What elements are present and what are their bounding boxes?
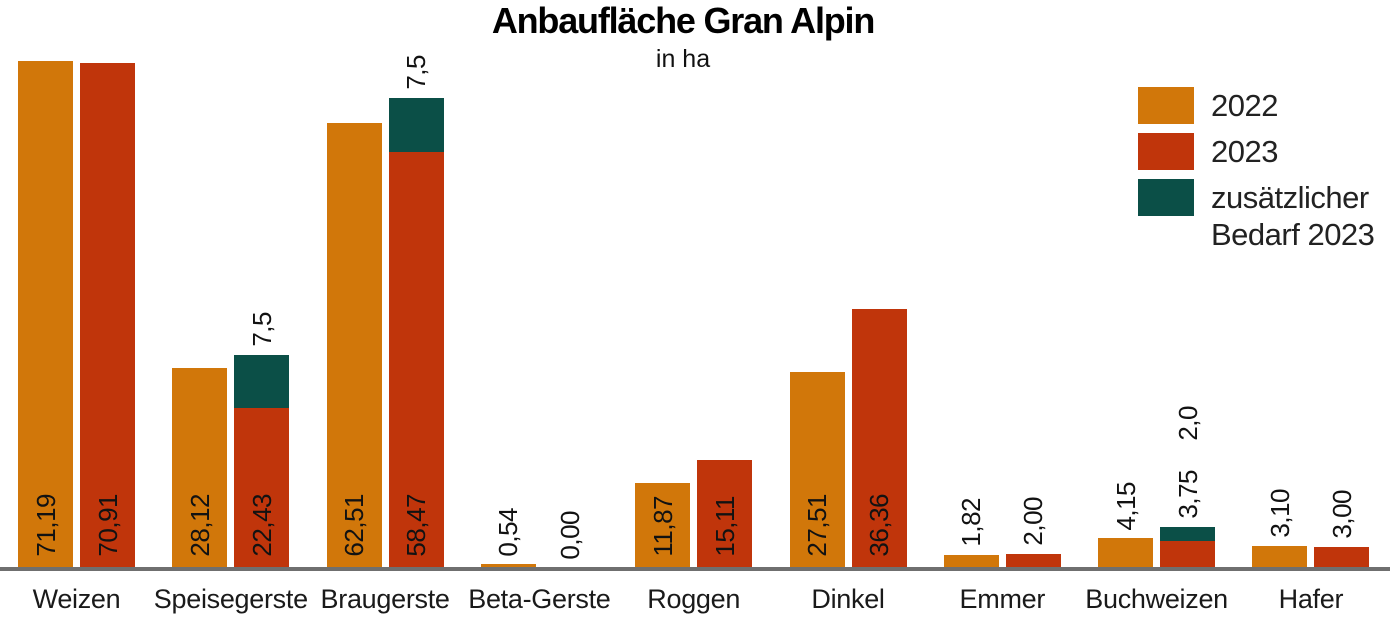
- legend-item-2022: 2022: [1138, 87, 1374, 124]
- legend-label-2023: 2023: [1211, 134, 1278, 169]
- bar-2023-dinkel: [851, 309, 907, 568]
- x-axis-label-roggen: Roggen: [647, 584, 741, 614]
- bar-2022-dinkel: [789, 372, 845, 568]
- x-axis-label-weizen: Weizen: [32, 584, 121, 614]
- value-label-2022-roggen: 11,87: [647, 496, 678, 557]
- value-label-2023-buchweizen: 3,75: [1172, 470, 1203, 520]
- value-label-2023-weizen: 70,91: [92, 494, 123, 557]
- x-axis-line: [0, 567, 1390, 571]
- bar-2022-weizen: [18, 60, 73, 568]
- legend-swatch-extra-2023: [1138, 179, 1194, 216]
- value-label-2022-dinkel: 27,51: [802, 494, 832, 557]
- bar-2022-emmer: [943, 555, 999, 568]
- legend-label-extra-2023: zusätzlicher Bedarf 2023: [1211, 180, 1375, 252]
- value-label-2023-hafer: 3,00: [1326, 490, 1357, 539]
- bar-2023-weizen: [80, 62, 135, 568]
- bar-extra-2023-braugerste: [388, 98, 444, 152]
- chart-title: Anbaufläche Gran Alpin: [491, 0, 876, 41]
- value-label-2022-beta-gerste: 0,54: [493, 507, 524, 557]
- value-label-2023-beta-gerste: 0,00: [555, 511, 586, 560]
- bar-2023-hafer: [1314, 546, 1370, 568]
- x-axis-label-buchweizen: Buchweizen: [1085, 584, 1228, 614]
- bar-2023-emmer: [1005, 553, 1061, 568]
- value-label-extra-2023-speisegerste: 7,5: [246, 312, 277, 347]
- legend-swatch-2023: [1138, 133, 1194, 170]
- bar-extra-2023-buchweizen: [1160, 527, 1216, 542]
- value-label-2022-speisegerste: 28,12: [184, 494, 215, 557]
- bar-2023-speisegerste: [234, 408, 290, 568]
- bar-2022-hafer: [1252, 545, 1308, 568]
- value-label-2023-speisegerste: 22,43: [246, 494, 277, 557]
- legend-label-2022: 2022: [1211, 88, 1278, 123]
- value-label-2022-hafer: 3,10: [1264, 489, 1295, 538]
- x-axis-label-hafer: Hafer: [1278, 584, 1344, 614]
- value-label-2023-dinkel: 36,36: [864, 494, 894, 557]
- x-axis-label-speisegerste: Speisegerste: [153, 584, 308, 614]
- x-axis-label-emmer: Emmer: [959, 584, 1046, 614]
- value-label-2023-emmer: 2,00: [1018, 497, 1049, 546]
- chart-subtitle: in ha: [655, 45, 711, 73]
- value-label-extra-2023-buchweizen: 2,0: [1172, 406, 1203, 442]
- x-axis-label-braugerste: Braugerste: [320, 584, 450, 614]
- value-label-2023-roggen: 15,11: [709, 496, 740, 557]
- bar-2022-buchweizen: [1098, 538, 1154, 568]
- bar-2022-roggen: [635, 483, 691, 568]
- bar-2022-braugerste: [326, 122, 382, 568]
- value-label-2022-buchweizen: 4,15: [1110, 481, 1141, 531]
- bar-2023-braugerste: [388, 151, 444, 568]
- value-label-extra-2023-braugerste: 7,5: [401, 55, 432, 91]
- value-label-2023-braugerste: 58,47: [401, 494, 432, 557]
- legend-swatch-2022: [1138, 87, 1194, 124]
- bar-2023-roggen: [697, 460, 753, 568]
- legend-item-extra-2023: zusätzlicher Bedarf 2023: [1138, 179, 1375, 253]
- legend: 2022 2023 zusätzlicher Bedarf 2023: [1138, 87, 1375, 253]
- value-label-2022-emmer: 1,82: [956, 498, 987, 548]
- bar-2023-buchweizen: [1160, 541, 1216, 568]
- chart-area: 71,19 70,91 28,12 22,43 7,5 62,51 58,47 7,5 0,54…: [18, 55, 1370, 568]
- x-axis-label-dinkel: Dinkel: [811, 584, 885, 614]
- value-label-2022-braugerste: 62,51: [339, 494, 370, 557]
- bar-2022-beta-gerste: [480, 564, 536, 568]
- x-axis-label-beta-gerste: Beta-Gerste: [468, 584, 611, 614]
- bar-2022-speisegerste: [172, 367, 228, 568]
- bar-extra-2023-speisegerste: [234, 354, 290, 409]
- legend-item-2023: 2023: [1138, 133, 1374, 170]
- value-label-2022-weizen: 71,19: [30, 494, 61, 557]
